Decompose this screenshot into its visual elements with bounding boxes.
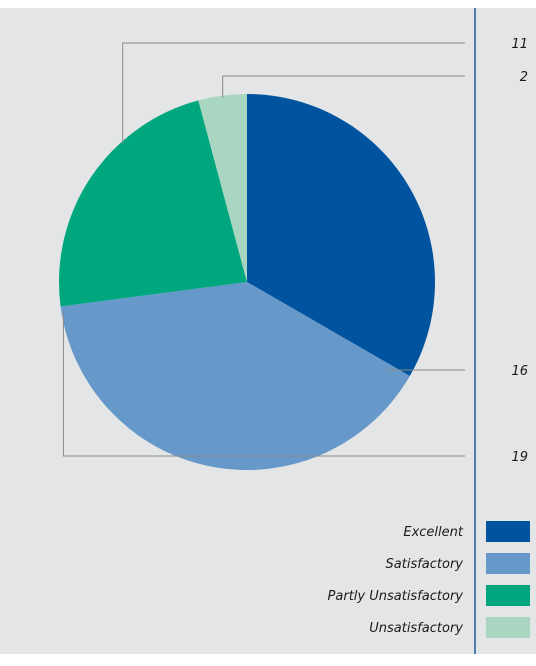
leader-line-partly-unsatisfactory — [122, 42, 465, 144]
data-labels: 16 19 11 2 — [511, 37, 528, 465]
leader-line-satisfactory — [62, 311, 465, 457]
legend-label-partly-unsatisfactory: Partly Unsatisfactory — [328, 589, 464, 604]
legend: Excellent Satisfactory Partly Unsatisfacto… — [328, 521, 530, 638]
data-label-excellent: 16 — [511, 364, 528, 379]
data-label-unsatisfactory: 2 — [520, 70, 528, 85]
pie-slices — [59, 94, 435, 470]
pie-slice-excellent — [247, 94, 435, 376]
legend-label-excellent: Excellent — [403, 525, 464, 540]
leader-lines — [62, 42, 465, 457]
legend-swatch-partly-unsatisfactory — [486, 585, 530, 606]
legend-label-unsatisfactory: Unsatisfactory — [369, 621, 463, 636]
legend-swatch-satisfactory — [486, 553, 530, 574]
legend-swatch-unsatisfactory — [486, 617, 530, 638]
pie-slice-satisfactory — [60, 282, 410, 470]
legend-swatch-excellent — [486, 521, 530, 542]
legend-label-satisfactory: Satisfactory — [386, 557, 464, 572]
data-label-satisfactory: 19 — [511, 450, 528, 465]
pie-slice-unsatisfactory — [198, 94, 247, 282]
leader-line-unsatisfactory — [222, 75, 465, 98]
pie-slice-partly-unsatisfactory — [59, 100, 248, 307]
data-label-partly-unsatisfactory: 11 — [511, 37, 528, 52]
